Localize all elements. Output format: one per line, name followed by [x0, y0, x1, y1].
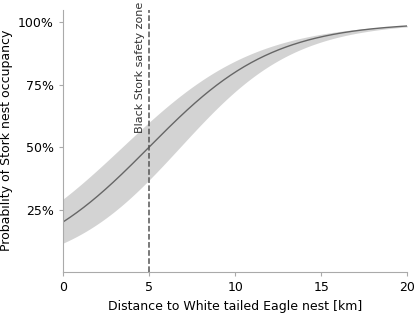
X-axis label: Distance to White tailed Eagle nest [km]: Distance to White tailed Eagle nest [km]	[108, 300, 362, 313]
Y-axis label: Probability of Stork nest occupancy: Probability of Stork nest occupancy	[0, 30, 13, 252]
Text: Black Stork safety zone: Black Stork safety zone	[135, 2, 145, 133]
